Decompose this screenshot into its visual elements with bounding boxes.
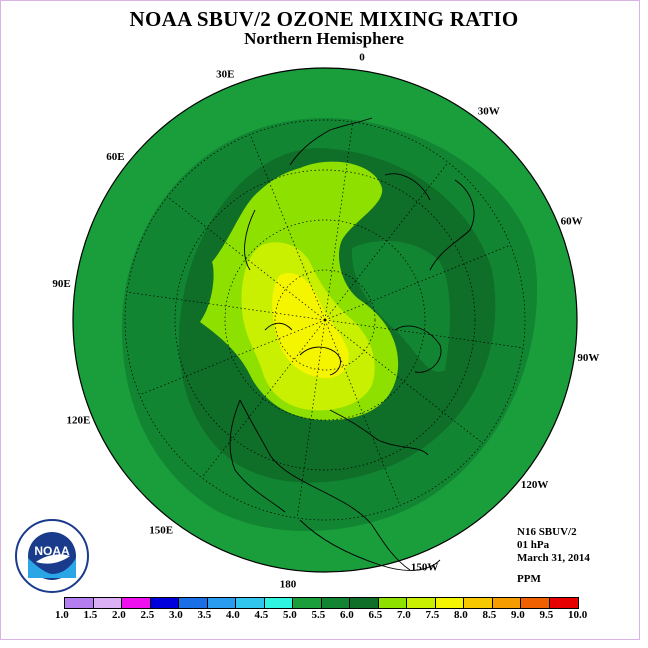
colorbar-tick-label: 1.5: [83, 609, 98, 621]
meridian-line: [139, 319, 326, 396]
longitude-label: 0: [359, 52, 365, 64]
colorbar-swatch: [179, 598, 208, 608]
colorbar-swatch: [549, 598, 578, 608]
longitude-label: 60W: [561, 215, 583, 227]
colorbar-swatch: [264, 598, 293, 608]
map-subtitle: Northern Hemisphere: [244, 29, 404, 48]
colorbar-tick-label: 7.5: [425, 609, 440, 621]
colorbar-swatch: [122, 598, 151, 608]
instrument-label: N16 SBUV/2: [517, 526, 577, 538]
colorbar-swatch: [350, 598, 379, 608]
units-label: PPM: [517, 573, 541, 585]
longitude-label: 120W: [521, 479, 549, 491]
meridian-line: [324, 319, 401, 506]
colorbar-swatch: [407, 598, 436, 608]
meridian-line: [249, 134, 326, 321]
longitude-label: 30W: [478, 105, 500, 117]
colorbar-tick-label: 8.0: [454, 609, 468, 621]
graticule: [124, 119, 526, 521]
logo-water: [28, 558, 76, 578]
map-title: NOAA SBUV/2 OZONE MIXING RATIO: [129, 7, 519, 31]
meridian-line: [324, 244, 511, 321]
colorbar-tick-label: 5.0: [283, 609, 297, 621]
colorbar-swatch: [521, 598, 550, 608]
meridian-line: [201, 319, 326, 478]
colorbar-swatch: [293, 598, 322, 608]
longitude-label: 180: [280, 578, 297, 590]
colorbar-tick-label: 7.0: [397, 609, 411, 621]
colorbar-swatch: [378, 598, 407, 608]
longitude-label: 90E: [52, 278, 70, 290]
meridian-line: [167, 196, 326, 321]
meridian-line: [126, 291, 326, 321]
colorbar: [64, 597, 579, 609]
longitude-label: 150E: [149, 525, 173, 537]
colorbar-tick-label: 9.5: [539, 609, 554, 621]
colorbar-tick-label: 10.0: [568, 609, 588, 621]
map-frame: [0, 0, 640, 640]
date-label: March 31, 2014: [517, 552, 590, 564]
colorbar-tick-label: 4.0: [226, 609, 240, 621]
colorbar-tick-label: 2.5: [140, 609, 155, 621]
meridian-line: [324, 121, 354, 321]
logo-bird: [36, 554, 70, 564]
colorbar-swatch: [435, 598, 464, 608]
colorbar-swatch: [464, 598, 493, 608]
colorbar-tick-label: 4.5: [254, 609, 269, 621]
colorbar-swatch: [207, 598, 236, 608]
colorbar-swatch: [236, 598, 265, 608]
ozone-band-7.5: [272, 272, 349, 379]
colorbar-swatch: [321, 598, 350, 608]
colorbar-swatch: [150, 598, 179, 608]
longitude-label: 120E: [66, 415, 90, 427]
noaa-logo: NOAA: [15, 519, 89, 593]
meridian-line: [324, 319, 483, 444]
colorbar-swatch: [93, 598, 122, 608]
colorbar-swatch: [65, 598, 94, 608]
longitude-label: 60E: [106, 151, 124, 163]
coastlines: [229, 117, 475, 571]
meridian-line: [296, 319, 326, 519]
ozone-low-patch: [351, 240, 450, 372]
colorbar-tick-label: 2.0: [112, 609, 126, 621]
product-info: N16 SBUV/2 01 hPa March 31, 2014: [517, 526, 590, 565]
pressure-label: 01 hPa: [517, 539, 550, 551]
colorbar-tick-label: 1.0: [55, 609, 69, 621]
colorbar-tick-label: 6.5: [368, 609, 383, 621]
longitude-labels: 90E 60E 30E 0 30W 60W 90W 120W 150W 180 150E 120E: [52, 52, 599, 591]
colorbar-tick-label: 3.0: [169, 609, 183, 621]
colorbar-swatch: [492, 598, 521, 608]
colorbar-tick-label: 6.0: [340, 609, 354, 621]
meridian-line: [324, 319, 524, 349]
longitude-label: 150W: [411, 562, 439, 574]
logo-text: NOAA: [34, 544, 70, 558]
colorbar-tick-label: 3.5: [197, 609, 212, 621]
meridian-line: [324, 162, 449, 321]
colorbar-tick-label: 5.5: [311, 609, 326, 621]
longitude-label: 90W: [577, 352, 599, 364]
colorbar-tick-label: 9.0: [511, 609, 525, 621]
longitude-label: 30E: [216, 68, 234, 80]
colorbar-tick-label: 8.5: [482, 609, 497, 621]
